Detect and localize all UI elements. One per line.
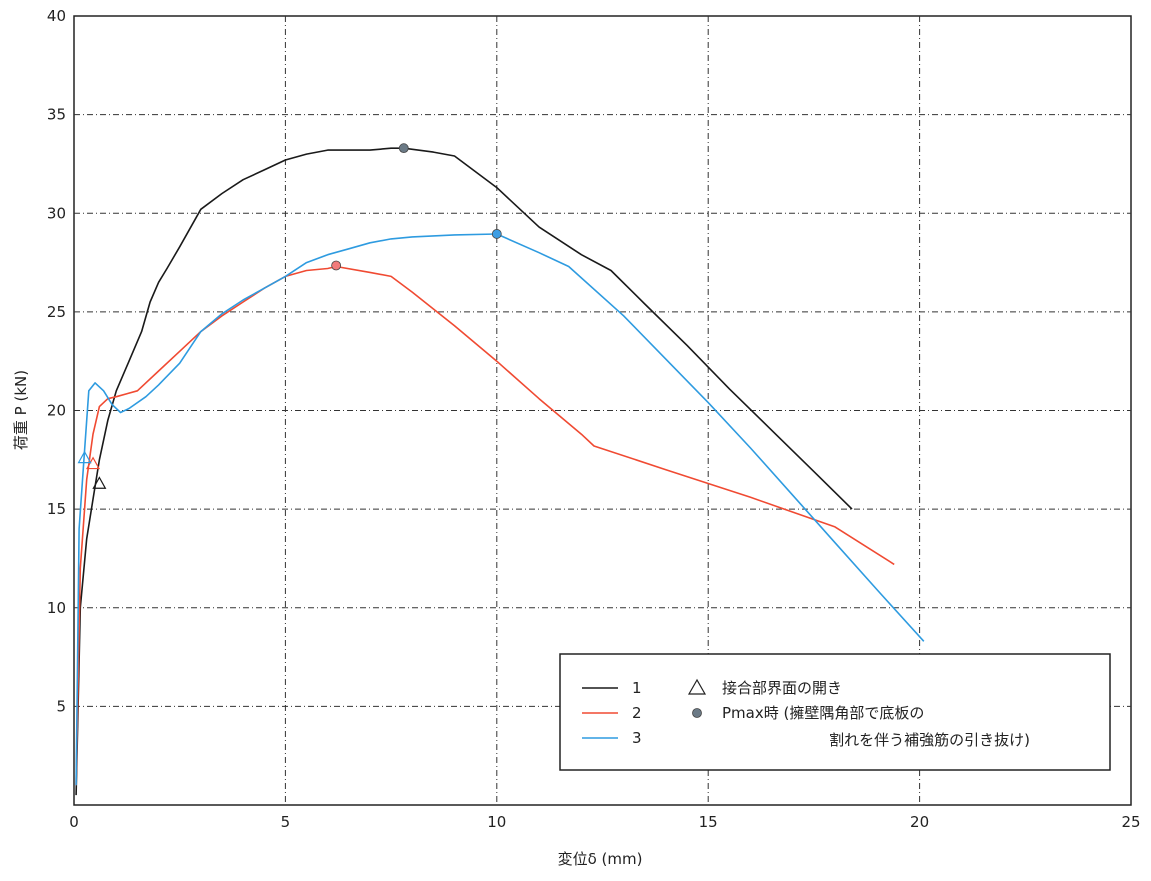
legend-note-pmax-cont: 割れを伴う補強筋の引き抜け) <box>829 731 1030 749</box>
joint-opening-marker-1 <box>92 476 107 489</box>
y-tick-label: 10 <box>47 599 66 617</box>
series-lines <box>75 147 925 796</box>
y-tick-label: 40 <box>47 7 66 25</box>
x-tick-label: 5 <box>281 813 291 831</box>
x-tick-label: 0 <box>69 813 79 831</box>
legend: 1 2 3 接合部界面の開き Pmax時 (擁壁隅角部で底板の割れを伴う補強筋の引き抜… <box>559 653 1111 771</box>
legend-label-1: 1 <box>632 679 642 697</box>
x-tick-label: 15 <box>699 813 718 831</box>
series-line-3 <box>75 233 925 786</box>
y-tick-label: 20 <box>47 402 66 420</box>
y-axis-label: 荷重 P (kN) <box>12 370 30 450</box>
pmax-marker-1 <box>398 143 409 154</box>
y-tick-label: 5 <box>56 697 66 715</box>
legend-label-3: 3 <box>632 729 642 747</box>
legend-note-pmax: Pmax時 (擁壁隅角部で底板の <box>722 704 924 722</box>
y-tick-label: 25 <box>47 303 66 321</box>
y-tick-label: 15 <box>47 500 66 518</box>
y-tick-label: 30 <box>47 204 66 222</box>
legend-triangle-icon <box>687 678 707 695</box>
legend-note-joint-opening: 接合部界面の開き <box>722 679 842 697</box>
series-line-2 <box>75 265 895 786</box>
x-tick-label: 25 <box>1121 813 1140 831</box>
x-axis-label: 変位δ (mm) <box>558 850 643 868</box>
legend-entries: 1 2 3 <box>582 679 642 747</box>
joint-opening-marker-3 <box>77 450 92 464</box>
legend-circle-icon <box>692 708 702 718</box>
legend-label-2: 2 <box>632 704 642 722</box>
x-tick-label: 20 <box>910 813 929 831</box>
grid-lines <box>74 16 1131 805</box>
markers <box>77 143 502 489</box>
y-tick-label: 35 <box>47 106 66 124</box>
tick-labels: 0 5 10 15 20 25 5 10 15 20 25 30 35 40 <box>47 7 1141 831</box>
pmax-marker-2 <box>331 260 342 271</box>
series-line-1 <box>75 147 853 796</box>
legend-box <box>559 653 1111 771</box>
pmax-marker-3 <box>491 229 502 239</box>
x-tick-label: 10 <box>487 813 506 831</box>
